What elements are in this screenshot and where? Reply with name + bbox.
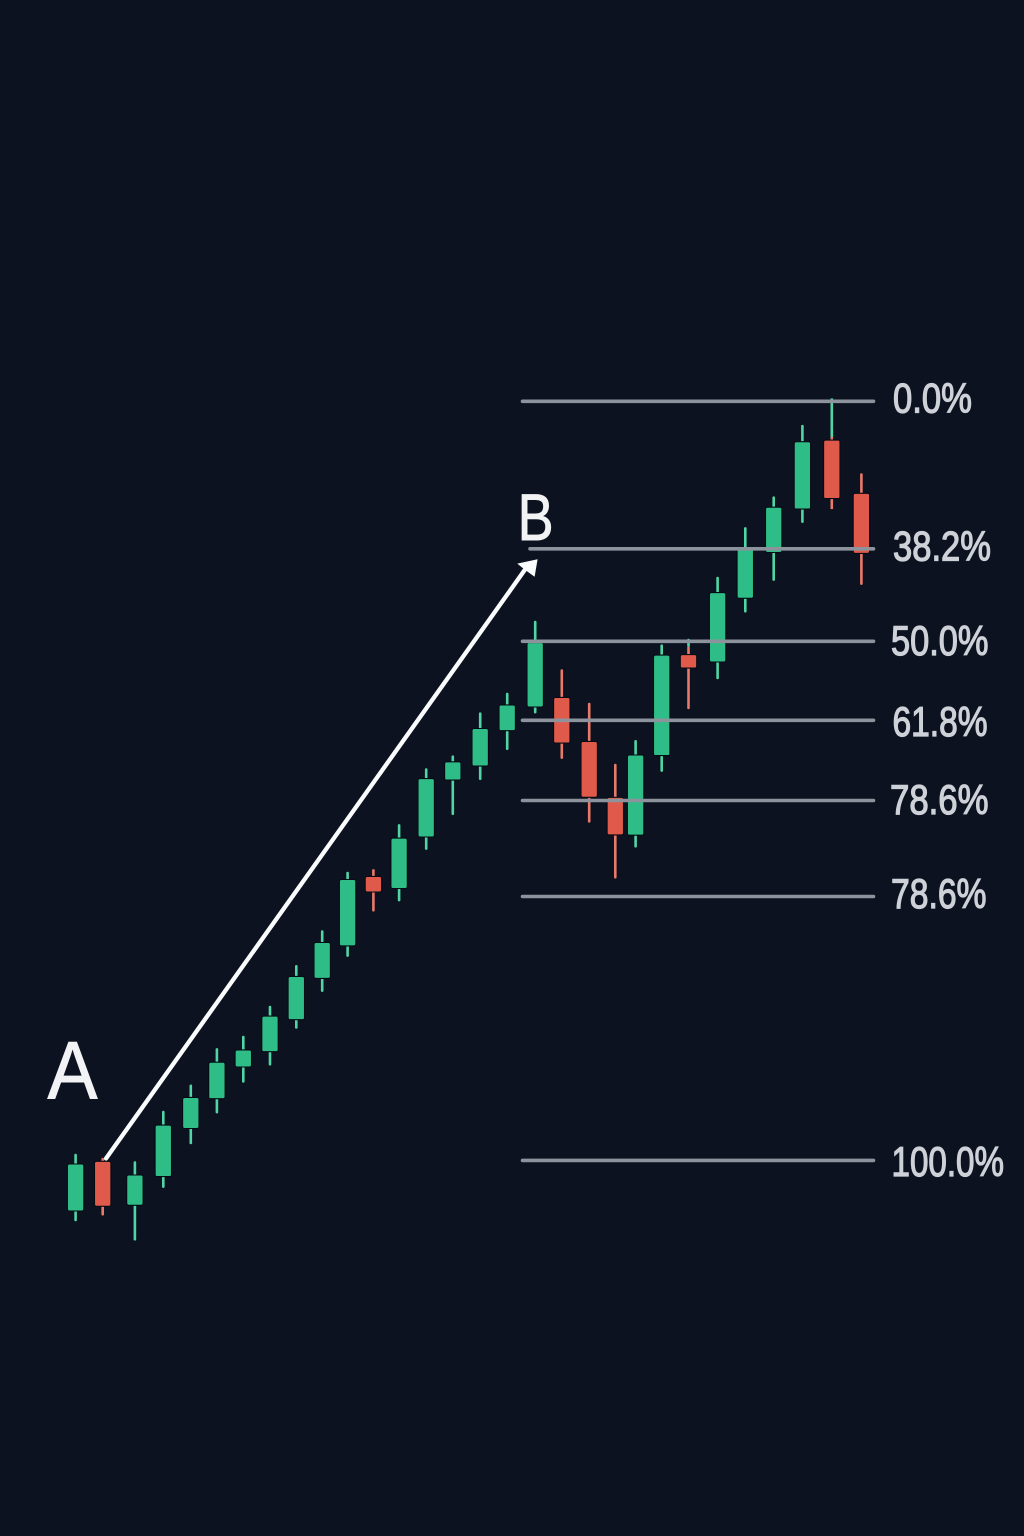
svg-text:38.2%: 38.2%: [893, 523, 991, 570]
svg-text:78.6%: 78.6%: [890, 776, 989, 823]
svg-text:50.0%: 50.0%: [891, 617, 989, 664]
svg-text:78.6%: 78.6%: [891, 870, 987, 917]
svg-text:0.0%: 0.0%: [893, 375, 972, 422]
svg-text:B: B: [518, 480, 554, 554]
svg-text:100.0%: 100.0%: [892, 1138, 1005, 1185]
svg-text:A: A: [48, 1026, 98, 1117]
svg-text:61.8%: 61.8%: [893, 698, 988, 745]
